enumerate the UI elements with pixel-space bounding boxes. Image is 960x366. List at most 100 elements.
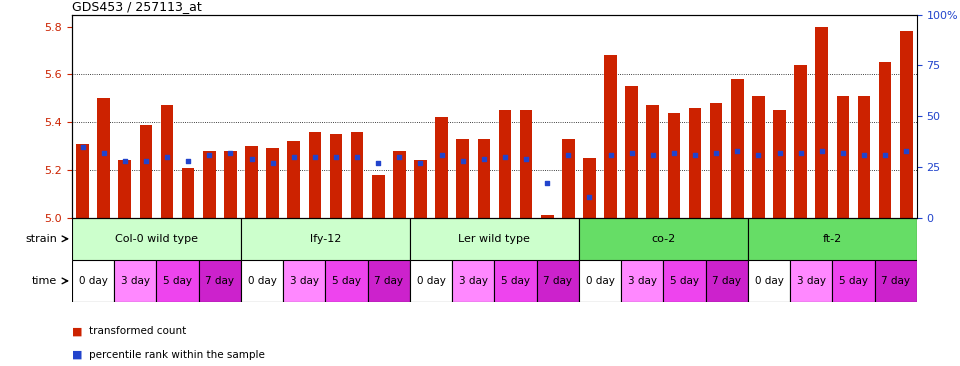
Point	[223, 150, 238, 156]
Point	[856, 152, 872, 158]
Bar	[266, 149, 279, 218]
Text: Col-0 wild type: Col-0 wild type	[115, 234, 198, 244]
Bar	[372, 175, 385, 218]
Bar	[410, 218, 579, 260]
Bar	[773, 110, 786, 218]
Bar	[494, 260, 537, 302]
Text: 0 day: 0 day	[79, 276, 108, 286]
Text: strain: strain	[25, 234, 58, 244]
Bar	[579, 260, 621, 302]
Bar	[477, 139, 491, 218]
Point	[899, 148, 914, 154]
Bar	[562, 139, 575, 218]
Point	[518, 156, 534, 162]
Point	[75, 144, 90, 150]
Point	[814, 148, 829, 154]
Text: 7 day: 7 day	[543, 276, 572, 286]
Text: 5 day: 5 day	[332, 276, 361, 286]
Point	[244, 156, 259, 162]
Text: ft-2: ft-2	[823, 234, 842, 244]
Bar	[878, 63, 892, 218]
Point	[730, 148, 745, 154]
Text: ■: ■	[72, 326, 83, 336]
Text: percentile rank within the sample: percentile rank within the sample	[89, 350, 265, 360]
Bar	[452, 260, 494, 302]
Bar	[224, 151, 237, 218]
Point	[413, 160, 428, 166]
Text: 7 day: 7 day	[374, 276, 403, 286]
Bar	[900, 31, 913, 218]
Point	[455, 158, 470, 164]
Bar	[663, 260, 706, 302]
Bar	[160, 105, 174, 218]
Bar	[414, 160, 427, 218]
Text: transformed count: transformed count	[89, 326, 186, 336]
Point	[96, 150, 111, 156]
Bar	[410, 260, 452, 302]
Point	[603, 152, 618, 158]
Bar	[875, 260, 917, 302]
Text: 0 day: 0 day	[248, 276, 276, 286]
Text: Ler wild type: Ler wild type	[459, 234, 530, 244]
Text: 5 day: 5 day	[839, 276, 868, 286]
Bar	[836, 96, 850, 218]
Point	[497, 154, 513, 160]
Bar	[97, 98, 110, 218]
Bar	[283, 260, 325, 302]
Point	[582, 194, 597, 200]
Bar	[156, 260, 199, 302]
Point	[645, 152, 660, 158]
Bar	[748, 218, 917, 260]
Bar	[287, 141, 300, 218]
Point	[772, 150, 787, 156]
Bar	[456, 139, 469, 218]
Bar	[621, 260, 663, 302]
Text: 3 day: 3 day	[459, 276, 488, 286]
Text: time: time	[32, 276, 58, 286]
Text: co-2: co-2	[651, 234, 676, 244]
Bar	[537, 260, 579, 302]
Bar	[114, 260, 156, 302]
Point	[202, 152, 217, 158]
Bar	[350, 132, 364, 218]
Text: 3 day: 3 day	[628, 276, 657, 286]
Bar	[604, 55, 617, 218]
Bar	[393, 151, 406, 218]
Point	[751, 152, 766, 158]
Point	[307, 154, 323, 160]
Bar	[857, 96, 871, 218]
Point	[349, 154, 365, 160]
Bar	[748, 260, 790, 302]
Text: 0 day: 0 day	[417, 276, 445, 286]
Point	[117, 158, 132, 164]
Point	[793, 150, 808, 156]
Text: 5 day: 5 day	[670, 276, 699, 286]
Bar	[72, 260, 114, 302]
Point	[286, 154, 301, 160]
Point	[476, 156, 492, 162]
Bar	[199, 260, 241, 302]
Bar	[241, 260, 283, 302]
Bar	[832, 260, 875, 302]
Bar	[540, 215, 554, 218]
Bar	[688, 108, 702, 218]
Bar	[519, 110, 533, 218]
Bar	[790, 260, 832, 302]
Bar	[241, 218, 410, 260]
Bar	[583, 158, 596, 218]
Bar	[625, 86, 638, 218]
Text: 3 day: 3 day	[797, 276, 826, 286]
Bar	[498, 110, 512, 218]
Point	[624, 150, 639, 156]
Bar	[646, 105, 660, 218]
Point	[265, 160, 280, 166]
Point	[328, 154, 344, 160]
Bar	[579, 218, 748, 260]
Bar	[435, 117, 448, 218]
Bar	[368, 260, 410, 302]
Bar	[118, 160, 132, 218]
Point	[708, 150, 724, 156]
Point	[687, 152, 703, 158]
Text: 7 day: 7 day	[205, 276, 234, 286]
Bar	[203, 151, 216, 218]
